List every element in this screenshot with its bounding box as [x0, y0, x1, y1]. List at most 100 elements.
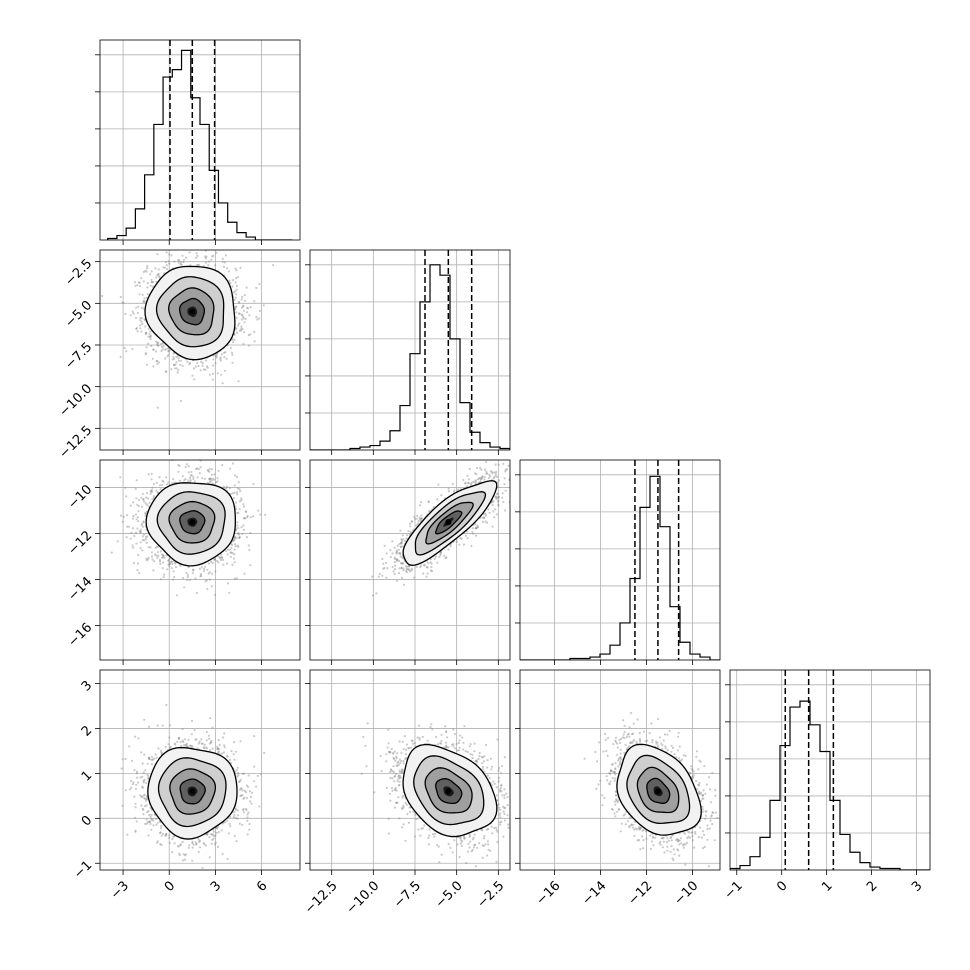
sample-point — [485, 470, 488, 473]
sample-point — [208, 467, 211, 471]
sample-point — [504, 470, 507, 473]
sample-point — [464, 482, 467, 485]
sample-point — [155, 359, 158, 363]
sample-point — [165, 370, 168, 374]
sample-point — [173, 481, 176, 484]
sample-point — [400, 576, 404, 580]
sample-point — [131, 544, 134, 547]
sample-point — [242, 524, 245, 527]
sample-point — [255, 286, 258, 289]
sample-point — [224, 254, 227, 257]
sample-point — [203, 569, 206, 573]
sample-point — [137, 305, 140, 308]
sample-point — [156, 556, 159, 560]
sample-point — [166, 267, 169, 271]
sample-point — [150, 472, 153, 475]
sample-point — [157, 554, 160, 558]
sample-point — [231, 285, 234, 288]
sample-point — [193, 480, 196, 483]
sample-point — [163, 266, 166, 269]
sample-point — [204, 261, 208, 264]
sample-point — [242, 528, 246, 532]
sample-point — [142, 299, 145, 302]
sample-point — [167, 260, 170, 263]
sample-point — [481, 516, 484, 519]
sample-point — [231, 353, 234, 356]
sample-point — [190, 470, 193, 473]
sample-point — [199, 573, 202, 576]
sample-point — [416, 522, 420, 525]
sample-point — [233, 339, 236, 342]
sample-point — [136, 527, 139, 530]
sample-point — [487, 508, 490, 511]
sample-point — [161, 567, 164, 570]
sample-point — [158, 476, 161, 479]
sample-point — [147, 342, 150, 345]
sample-point — [399, 541, 403, 545]
sample-point — [142, 300, 145, 303]
histogram-0 — [107, 49, 293, 240]
sample-point — [501, 496, 504, 499]
sample-point — [249, 531, 252, 535]
sample-point — [199, 575, 202, 578]
panel-frame-1-0 — [99, 249, 301, 451]
sample-point — [221, 257, 224, 260]
sample-point — [144, 535, 147, 539]
sample-point — [246, 307, 250, 310]
sample-point — [232, 279, 235, 282]
sample-point — [184, 478, 187, 481]
sample-point — [231, 563, 234, 567]
sample-point — [210, 258, 213, 261]
sample-point — [235, 577, 238, 580]
sample-point — [483, 468, 487, 471]
sample-point — [155, 489, 158, 492]
sample-point — [148, 332, 151, 335]
sample-point — [378, 572, 382, 576]
sample-point — [447, 548, 450, 551]
sample-point — [502, 462, 505, 465]
sample-point — [497, 500, 500, 503]
sample-point — [475, 527, 478, 530]
sample-point — [142, 280, 145, 283]
sample-point — [399, 553, 402, 556]
sample-point — [228, 233, 230, 235]
sample-point — [162, 561, 165, 564]
sample-point — [165, 264, 168, 267]
sample-point — [393, 546, 396, 550]
sample-point — [237, 380, 240, 383]
sample-point — [492, 510, 495, 513]
sample-point — [169, 562, 172, 565]
sample-point — [236, 532, 239, 535]
sample-point — [233, 538, 236, 541]
sample-point — [149, 546, 152, 549]
sample-point — [152, 365, 155, 368]
sample-point — [234, 305, 237, 308]
sample-point — [399, 555, 402, 558]
sample-point — [204, 257, 207, 260]
sample-point — [237, 533, 240, 536]
sample-point — [134, 487, 137, 490]
sample-point — [406, 568, 409, 571]
sample-point — [420, 517, 423, 520]
sample-point — [494, 463, 497, 466]
sample-point — [420, 501, 423, 504]
sample-point — [135, 542, 138, 545]
sample-point — [179, 399, 183, 403]
sample-point — [396, 558, 399, 561]
sample-point — [462, 478, 465, 482]
sample-point — [520, 472, 522, 474]
sample-point — [219, 556, 222, 559]
sample-point — [234, 307, 237, 310]
sample-point — [130, 531, 133, 535]
sample-point — [240, 325, 243, 328]
sample-point — [480, 477, 483, 480]
sample-point — [394, 564, 397, 567]
panel-frame-2-0 — [99, 459, 301, 661]
sample-point — [148, 501, 151, 504]
sample-point — [145, 270, 148, 273]
sample-point — [156, 343, 159, 346]
sample-point — [224, 550, 228, 553]
sample-point — [420, 517, 423, 520]
sample-point — [220, 555, 223, 559]
sample-point — [171, 562, 174, 566]
